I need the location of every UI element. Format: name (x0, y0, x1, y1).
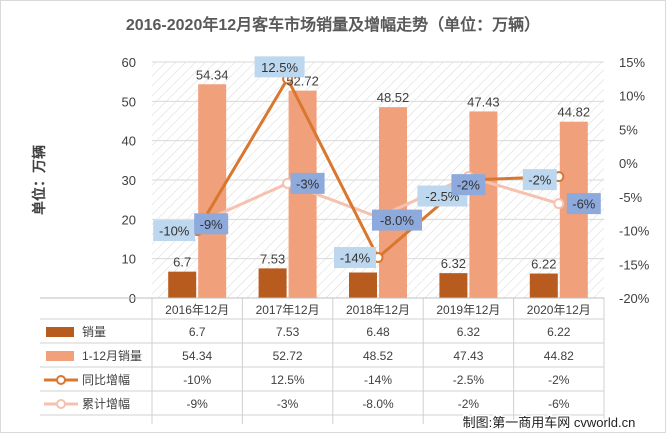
bar (529, 273, 558, 298)
y-tick-label: 60 (122, 55, 136, 70)
y2-tick-label: -10% (619, 224, 650, 239)
table-cell: -10% (183, 373, 211, 387)
y-tick-label: 40 (122, 134, 136, 149)
label-box (522, 169, 557, 191)
bar-data-label: 6.32 (441, 256, 466, 271)
table-cell: 48.52 (363, 349, 393, 363)
watermark: 制图:第一商用车网 cvworld.cn (463, 415, 636, 430)
line-data-label: -2.5% (425, 189, 459, 204)
bar (168, 271, 197, 298)
bar (288, 90, 317, 298)
bar-data-label: 54.34 (196, 67, 229, 82)
bar (469, 111, 498, 298)
table-cell: -2% (548, 373, 570, 387)
x-tick-label: 2017年12月 (256, 303, 320, 317)
x-tick-label: 2018年12月 (346, 303, 410, 317)
table-cell: 6.32 (457, 325, 481, 339)
y-axis-label: 单位：万辆 (31, 145, 47, 215)
bar (349, 272, 377, 298)
y2-tick-label: 0% (619, 156, 638, 171)
line-data-label: -6% (572, 197, 596, 212)
label-box (290, 172, 325, 194)
table-cell: -6% (548, 397, 570, 411)
data-table: 2016年12月 2017年12月 2018年12月 2019年12月 2020年12月… (40, 297, 605, 424)
bar-data-label: 52.72 (286, 74, 319, 89)
x-tick-label: 2020年12月 (527, 303, 591, 317)
legend-label: 累计增幅 (82, 396, 130, 411)
table-cell: -2.5% (453, 373, 485, 387)
y2-tick-label: 15% (619, 55, 645, 70)
line-data-label: -9% (200, 217, 224, 232)
y2-tick-label: -5% (619, 190, 643, 205)
y-tick-label: 20 (122, 212, 136, 227)
bar-data-label: 48.52 (377, 90, 410, 105)
legend-marker (56, 375, 66, 385)
legend-label: 1-12月销量 (82, 349, 142, 363)
y-axis-left: 0102030405060 (122, 55, 136, 306)
table-cell: 44.82 (544, 349, 574, 363)
legend-label: 同比增幅 (82, 372, 130, 387)
table-cell: -14% (364, 373, 392, 387)
line-marker (553, 198, 565, 210)
bar-data-label: 6.7 (173, 255, 191, 270)
table-cell: 6.22 (547, 325, 571, 339)
line-data-label: -10% (159, 224, 190, 239)
label-box (194, 213, 229, 235)
legend-label: 销量 (82, 325, 106, 339)
bar (379, 107, 407, 298)
bar (258, 268, 287, 298)
legend-swatch (46, 327, 74, 337)
y2-tick-label: -20% (619, 291, 650, 306)
y-tick-label: 50 (122, 94, 136, 109)
table-cell: -3% (277, 397, 299, 411)
line-data-label: -3% (296, 176, 320, 191)
data-labels: 6.77.536.486.326.2254.3452.7248.5247.434… (153, 56, 601, 272)
bar (439, 273, 468, 298)
line-data-label: -2% (457, 178, 481, 193)
bar-series (168, 84, 588, 298)
line-data-label: 12.5% (261, 60, 298, 75)
label-box (334, 247, 376, 269)
legend-swatch (46, 351, 74, 361)
bar-data-label: 44.82 (558, 105, 591, 120)
bar-data-label: 7.53 (260, 251, 285, 266)
table-cell: 12.5% (271, 373, 305, 387)
label-box (254, 56, 305, 78)
table-cell: 6.7 (189, 325, 206, 339)
table-cell: -2% (458, 397, 480, 411)
label-box (566, 193, 601, 215)
table-cell: 6.48 (366, 325, 390, 339)
bar-data-label: 47.43 (467, 94, 500, 109)
y2-tick-label: -15% (619, 257, 650, 272)
x-tick-label: 2019年12月 (436, 303, 500, 317)
label-box (372, 209, 422, 231)
table-cell: -9% (187, 397, 209, 411)
y-axis-right: -20% -15% -10% -5% 0% 5% 10% 15% (619, 55, 650, 306)
table-cell: 52.72 (273, 349, 303, 363)
y-tick-label: 30 (122, 173, 136, 188)
label-box (153, 220, 196, 242)
chart-title: 2016-2020年12月客车市场销量及增幅走势（单位：万辆） (126, 15, 540, 34)
table-cell: 47.43 (453, 349, 483, 363)
line-data-label: -2% (528, 173, 552, 188)
table-cell: 7.53 (276, 325, 300, 339)
y2-tick-label: 5% (619, 122, 638, 137)
table-cell: 54.34 (182, 349, 212, 363)
legend-marker (56, 399, 66, 409)
table-cell: -8.0% (362, 397, 394, 411)
line-data-label: -8.0% (380, 213, 414, 228)
y2-tick-label: 10% (619, 89, 645, 104)
x-tick-label: 2016年12月 (165, 303, 229, 317)
line-data-label: -14% (340, 251, 371, 266)
bar-data-label: 6.22 (531, 257, 556, 272)
y-tick-label: 10 (122, 252, 136, 267)
label-box (451, 174, 486, 196)
